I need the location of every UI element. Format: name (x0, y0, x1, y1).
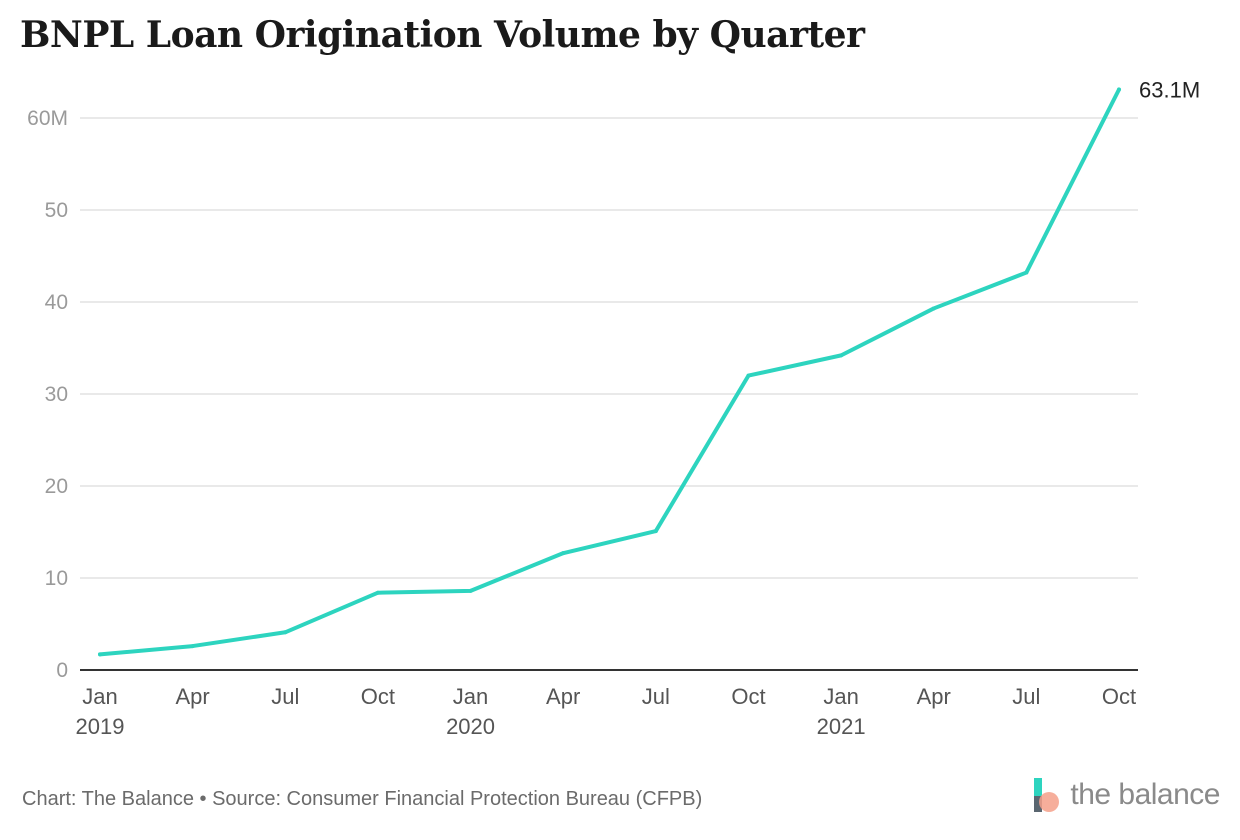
x-tick-label: Apr (917, 684, 951, 709)
x-tick-label: Apr (546, 684, 580, 709)
y-tick-label: 20 (45, 475, 68, 498)
x-year-label: 2019 (76, 714, 125, 739)
y-tick-label: 0 (56, 659, 68, 682)
data-point (839, 353, 844, 358)
x-tick-label: Oct (1102, 684, 1136, 709)
y-axis-ticks: 0 10 20 30 40 50 60M (27, 107, 68, 682)
data-point (375, 590, 380, 595)
data-point (283, 630, 288, 635)
x-year-label: 2020 (446, 714, 495, 739)
data-point (931, 306, 936, 311)
data-point (1117, 87, 1121, 92)
x-year-label: 2021 (817, 714, 866, 739)
data-point (746, 373, 751, 378)
x-tick-label: Oct (361, 684, 395, 709)
data-point (653, 529, 658, 534)
series-line-0 (98, 87, 1121, 657)
grid-lines (80, 117, 1138, 579)
data-point (561, 551, 566, 556)
data-point (98, 652, 102, 657)
source-caption: Chart: The Balance • Source: Consumer Fi… (22, 788, 703, 810)
y-tick-label: 50 (45, 199, 68, 222)
end-value-label: 63.1M (1139, 77, 1200, 102)
annotations: 63.1M (1139, 77, 1200, 102)
series-layer (98, 87, 1121, 657)
x-tick-label: Jul (642, 684, 670, 709)
x-tick-label: Jul (1012, 684, 1040, 709)
y-tick-label: 10 (45, 567, 68, 590)
y-tick-label: 30 (45, 383, 68, 406)
x-tick-label: Apr (176, 684, 210, 709)
brand-logo[interactable]: the balance (1032, 776, 1220, 814)
x-tick-label: Oct (731, 684, 765, 709)
chart-title: BNPL Loan Origination Volume by Quarter (20, 14, 865, 56)
brand-name: the balance (1070, 778, 1220, 811)
data-point (190, 644, 195, 649)
y-tick-label: 60M (27, 107, 68, 130)
x-tick-label: Jan (82, 684, 117, 709)
x-tick-label: Jul (271, 684, 299, 709)
x-tick-label: Jan (823, 684, 858, 709)
data-point (1024, 270, 1029, 275)
x-tick-label: Jan (453, 684, 488, 709)
data-point (468, 588, 473, 593)
y-tick-label: 40 (45, 291, 68, 314)
balance-logo-icon (1034, 778, 1060, 812)
x-axis-ticks: Jan Apr Jul Oct Jan Apr Jul Oct Jan Apr Jul Oct 2019… (76, 684, 1137, 739)
